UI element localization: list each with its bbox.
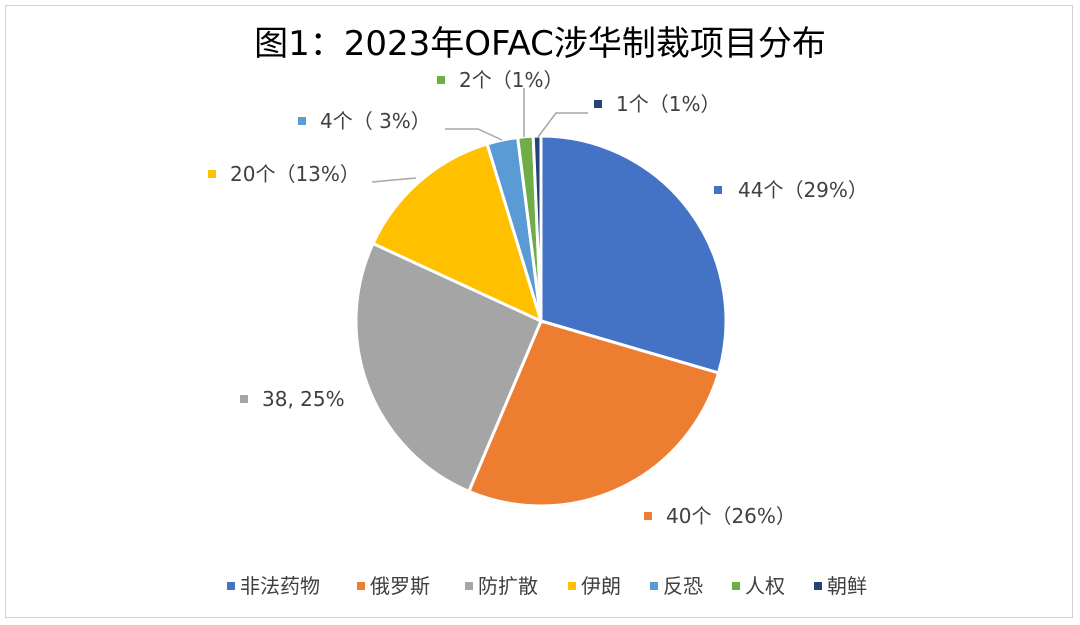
data-label-5: 4个（ 3%）: [320, 109, 431, 133]
data-label-marker-6: [437, 76, 445, 84]
leader-lines: [371, 88, 588, 183]
legend-marker-6: [732, 582, 740, 590]
legend-label-3: 防扩散: [478, 574, 538, 598]
legend-label-5: 反恐: [663, 574, 703, 598]
data-label-marker-3: [240, 395, 248, 403]
data-label-marker-7: [594, 100, 602, 108]
chart-title: 图1：2023年OFAC涉华制裁项目分布: [254, 24, 826, 64]
data-label-6: 2个（1%）: [459, 68, 563, 92]
data-label-marker-5: [298, 117, 306, 125]
pie-slices: [354, 134, 728, 508]
data-labels: 44个（29%） 40个（26%） 38, 25% 20个（13%） 4个（ 3%） 2个…: [208, 68, 868, 528]
legend-label-1: 非法药物: [240, 574, 320, 598]
pie-slice-4: [371, 142, 544, 324]
data-label-marker-4: [208, 170, 216, 178]
data-label-marker-1: [714, 186, 722, 194]
leader-line-4: [371, 177, 417, 183]
pie-slice-2: [466, 319, 721, 508]
legend-label-7: 朝鲜: [827, 574, 867, 598]
data-label-7: 1个（1%）: [616, 92, 720, 116]
legend-label-4: 伊朗: [581, 574, 621, 598]
pie-slice-3: [354, 241, 543, 494]
pie-slice-1: [539, 134, 728, 375]
legend-marker-4: [568, 582, 576, 590]
data-label-marker-2: [644, 512, 652, 520]
legend-marker-2: [357, 582, 365, 590]
data-label-2: 40个（26%）: [666, 504, 796, 528]
data-label-4: 20个（13%）: [230, 162, 360, 186]
legend-marker-3: [465, 582, 473, 590]
legend: 非法药物 俄罗斯 防扩散 伊朗 反恐 人权 朝鲜: [227, 574, 867, 598]
legend-marker-7: [814, 582, 822, 590]
data-label-3: 38, 25%: [262, 387, 345, 411]
legend-label-6: 人权: [745, 574, 785, 598]
legend-marker-5: [650, 582, 658, 590]
data-label-1: 44个（29%）: [738, 178, 868, 202]
leader-line-5: [445, 128, 503, 141]
legend-label-2: 俄罗斯: [370, 574, 430, 598]
leader-line-7: [537, 112, 588, 138]
legend-marker-1: [227, 582, 235, 590]
pie-slice-7: [531, 134, 543, 322]
